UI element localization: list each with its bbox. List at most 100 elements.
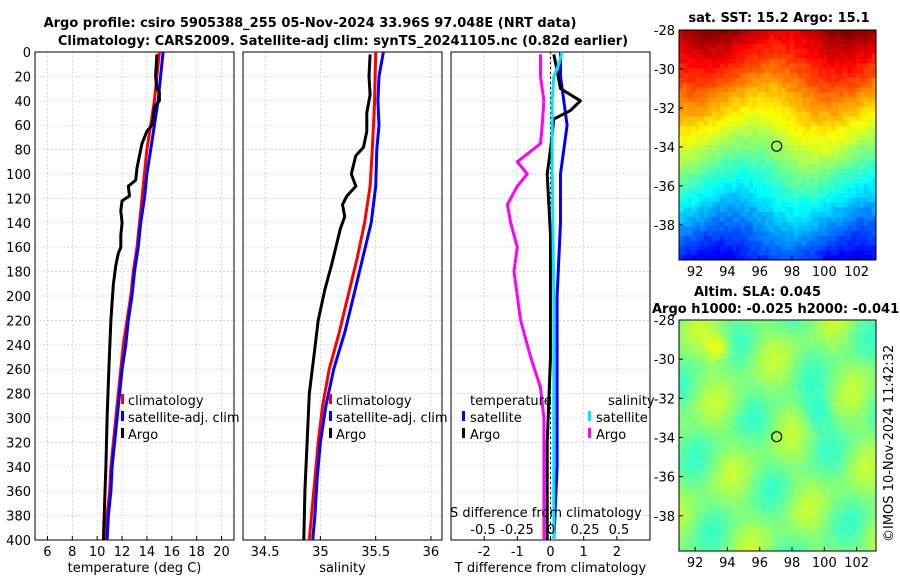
map-cell — [732, 493, 737, 499]
map-cell — [720, 221, 725, 227]
map-cell — [761, 382, 766, 388]
map-cell — [810, 192, 815, 199]
map-cell — [769, 526, 774, 533]
map-cell — [818, 483, 824, 489]
map-cell — [826, 58, 832, 64]
map-cell — [867, 358, 873, 364]
map-cell — [752, 101, 758, 108]
map-cell — [859, 97, 865, 103]
map-cell — [703, 324, 709, 331]
map-cell — [855, 449, 860, 456]
map-cell — [802, 541, 807, 547]
map-cell — [855, 334, 860, 340]
map-cell — [785, 348, 791, 355]
map-cell — [756, 130, 762, 136]
map-cell — [781, 498, 787, 504]
map-cell — [839, 541, 844, 547]
map-cell — [789, 92, 795, 98]
map-cell — [855, 478, 860, 485]
map-cell — [756, 226, 762, 232]
map-cell — [822, 464, 828, 470]
map-cell — [687, 77, 692, 84]
map-cell — [830, 53, 836, 60]
map-cell — [839, 116, 844, 122]
map-cell — [732, 240, 737, 247]
map-cell — [703, 517, 709, 523]
map-cell — [761, 324, 766, 331]
map-cell — [871, 207, 877, 213]
map-cell — [847, 92, 852, 98]
map-cell — [785, 135, 791, 141]
map-cell — [826, 430, 832, 436]
map-cell — [806, 368, 811, 374]
map-cell — [707, 87, 713, 93]
map-cell — [683, 493, 688, 499]
map-cell — [748, 536, 754, 542]
map-cell — [814, 334, 819, 340]
map-cell — [814, 541, 819, 547]
map-cell — [756, 372, 762, 379]
legend-label: Argo — [336, 428, 366, 443]
map-cell — [715, 353, 721, 359]
map-cell — [871, 372, 877, 379]
map-cell — [826, 421, 832, 427]
map-cell — [752, 68, 758, 74]
map-cell — [699, 250, 705, 256]
map-cell — [843, 159, 848, 165]
map-cell — [773, 353, 778, 359]
map-cell — [699, 459, 705, 465]
map-cell — [740, 397, 746, 403]
map-cell — [781, 82, 787, 88]
map-cell — [769, 68, 774, 74]
map-cell — [691, 236, 696, 242]
map-cell — [732, 145, 737, 151]
map-cell — [802, 106, 807, 112]
map-cell — [748, 464, 754, 470]
x-tick-label: -2 — [478, 545, 491, 560]
map-cell — [802, 334, 807, 340]
map-cell — [699, 372, 705, 379]
map-cell — [765, 382, 770, 388]
map-cell — [765, 183, 770, 189]
map-cell — [863, 30, 869, 36]
map-cell — [748, 202, 754, 208]
map-cell — [785, 53, 791, 60]
map-cell — [847, 168, 852, 175]
map-cell — [793, 536, 799, 542]
map-cell — [679, 39, 684, 45]
map-cell — [793, 406, 799, 412]
map-cell — [859, 245, 865, 251]
map-cell — [839, 339, 844, 345]
map-cell — [806, 531, 811, 537]
map-cell — [785, 344, 791, 350]
map-cell — [798, 320, 803, 326]
map-cell — [711, 245, 717, 251]
map-cell — [769, 440, 774, 446]
map-cell — [863, 474, 869, 480]
map-cell — [728, 483, 733, 489]
map-cell — [679, 168, 684, 175]
map-cell — [847, 392, 852, 398]
map-cell — [793, 454, 799, 460]
map-cell — [728, 387, 733, 393]
map-cell — [748, 125, 754, 132]
map-cell — [871, 531, 877, 537]
map-cell — [802, 478, 807, 485]
map-cell — [781, 178, 787, 184]
map-cell — [851, 82, 856, 88]
map-cell — [695, 121, 700, 127]
map-cell — [855, 358, 860, 364]
map-cell — [789, 478, 795, 485]
map-cell — [699, 154, 705, 160]
map-cell — [773, 116, 778, 122]
map-cell — [781, 512, 787, 518]
map-cell — [765, 231, 770, 237]
map-cell — [699, 546, 705, 552]
map-cell — [855, 106, 860, 112]
map-cell — [748, 474, 754, 480]
map-cell — [789, 53, 795, 60]
map-cell — [806, 464, 811, 470]
map-cell — [867, 329, 873, 335]
map-cell — [732, 58, 737, 64]
map-cell — [695, 546, 700, 552]
